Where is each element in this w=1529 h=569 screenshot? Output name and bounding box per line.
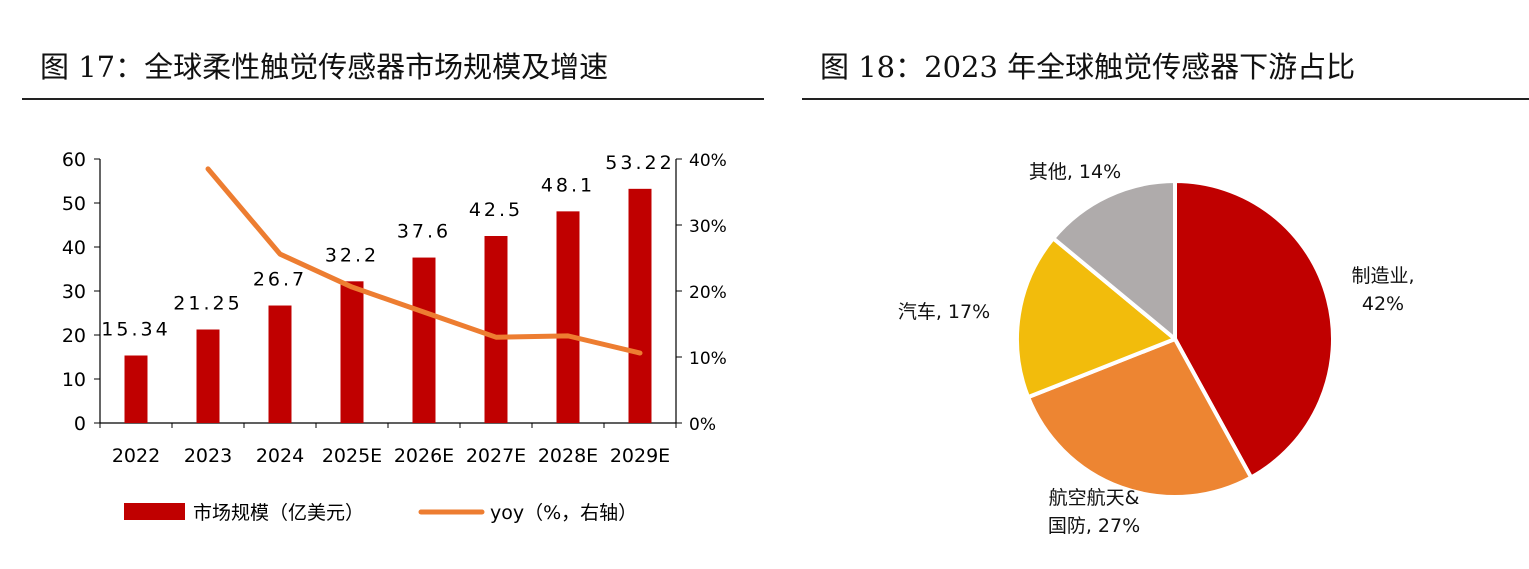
x-tick-label: 2028E: [538, 445, 598, 467]
left-y-tick-label: 40: [62, 237, 86, 259]
x-tick-label: 2029E: [610, 445, 670, 467]
right-y-tick-label: 30%: [689, 217, 727, 237]
left-y-tick-label: 10: [62, 369, 86, 391]
bar-value-label: 15.34: [101, 319, 170, 341]
right-y-tick-label: 40%: [689, 151, 727, 171]
legend-label-line: yoy（%，右轴）: [490, 502, 637, 524]
left-y-tick-label: 20: [62, 325, 86, 347]
bar-market-size: [412, 257, 436, 423]
bar-market-size: [484, 236, 508, 423]
pie-slice-label: 42%: [1362, 293, 1404, 315]
bar-market-size: [268, 305, 292, 423]
bar-value-label: 53.22: [605, 152, 674, 174]
bar-value-label: 48.1: [541, 174, 595, 196]
bar-market-size: [124, 355, 148, 423]
pie-slice: [1015, 236, 1177, 400]
x-tick-label: 2025E: [322, 445, 382, 467]
left-y-tick-label: 50: [62, 193, 86, 215]
x-tick-label: 2022: [112, 445, 160, 467]
right-y-tick-label: 20%: [689, 283, 727, 303]
left-y-tick-label: 60: [62, 149, 86, 171]
title-rule-right: [802, 98, 1529, 100]
pie-slice: [1173, 179, 1335, 480]
bar-value-label: 21.25: [173, 293, 242, 315]
bar-value-label: 37.6: [397, 221, 451, 243]
pie-slice-label: 航空航天&: [1049, 487, 1140, 509]
right-y-tick-label: 0%: [689, 415, 716, 435]
x-tick-label: 2023: [184, 445, 232, 467]
right-y-tick-label: 10%: [689, 349, 727, 369]
bar-market-size: [340, 281, 364, 423]
pie-slice: [1026, 337, 1254, 499]
bar-value-label: 42.5: [469, 199, 523, 221]
x-tick-label: 2024: [256, 445, 304, 467]
pie-slice-label: 国防, 27%: [1048, 515, 1140, 537]
x-tick-label: 2026E: [394, 445, 454, 467]
figure-17-title: 图 17：全球柔性触觉传感器市场规模及增速: [40, 50, 609, 84]
bar-value-label: 26.7: [253, 269, 307, 291]
line-yoy: [205, 166, 643, 356]
x-tick-label: 2027E: [466, 445, 526, 467]
left-y-tick-label: 30: [62, 281, 86, 303]
legend-label-bar: 市场规模（亿美元）: [193, 502, 364, 524]
figure-18-title: 图 18：2023 年全球触觉传感器下游占比: [820, 50, 1356, 84]
pie-slice-label: 汽车, 17%: [898, 301, 990, 323]
pie-slice: [1051, 179, 1177, 341]
bar-market-size: [556, 211, 580, 423]
legend-swatch-bar: [124, 503, 185, 520]
bar-value-label: 32.2: [325, 244, 379, 266]
left-y-tick-label: 0: [74, 413, 86, 435]
title-rule-left: [22, 98, 764, 100]
pie-slice-label: 其他, 14%: [1029, 161, 1121, 183]
bar-market-size: [196, 329, 220, 423]
bar-market-size: [628, 188, 652, 423]
pie-slice-label: 制造业,: [1351, 265, 1414, 287]
